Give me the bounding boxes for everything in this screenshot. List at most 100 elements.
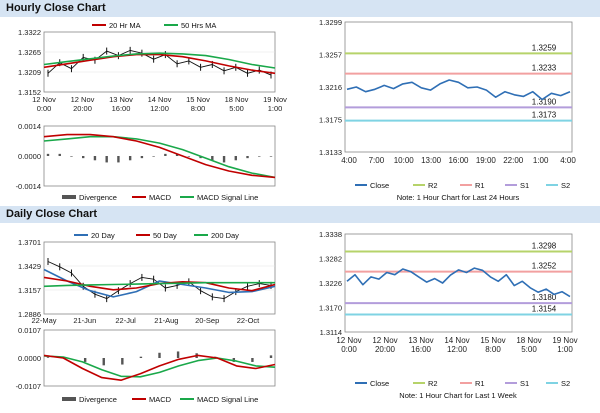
- daily-legend-signal-label: MACD Signal Line: [197, 395, 258, 404]
- hourly-pivot-ytick-label: 1.3299: [319, 18, 342, 27]
- daily-pivot-level-label: 1.3154: [532, 305, 557, 314]
- daily-pivot-xtick-label: 12 Nov: [336, 336, 361, 345]
- hourly-macd-ytick-label: 0.0000: [18, 152, 41, 161]
- hourly-pivot-xtick-label: 7:00: [369, 156, 385, 165]
- daily-legend-macd-label: MACD: [149, 395, 172, 404]
- daily-pivot-ytick-label: 1.3114: [320, 328, 342, 337]
- hourly-macd-divergence-bar: [58, 153, 61, 156]
- daily-pivot-xtick-label: 5:00: [521, 345, 537, 354]
- daily-legend-50day-label: 50 Day: [153, 231, 177, 240]
- hourly-pivot-ytick-label: 1.3133: [319, 148, 342, 157]
- daily-macd-divergence-bar: [139, 356, 143, 358]
- hourly-macd-divergence-bar: [211, 156, 214, 161]
- hourly-price-xtick-label: 12 Nov: [32, 95, 56, 104]
- daily-pivot-xtick-label: 8:00: [485, 345, 501, 354]
- daily-pivot-xtick-label: 12 Nov: [372, 336, 397, 345]
- daily-macd-divergence-bar: [102, 358, 105, 366]
- daily-pivot-xtick-label: 14 Nov: [444, 336, 469, 345]
- hourly-macd-divergence-bar: [222, 156, 226, 163]
- daily-pivot-legend-s1-label: S1: [520, 379, 529, 388]
- hourly-macd-macd-line: [43, 133, 276, 179]
- hourly-pivot-level-label: 1.3259: [532, 43, 557, 52]
- daily-pivot-legend-s2-label: S2: [561, 379, 570, 388]
- hourly-pivot-xtick-label: 13:00: [421, 156, 442, 165]
- hourly-macd-divergence-bar: [46, 153, 50, 156]
- hourly-price-xtick-label: 15 Nov: [186, 95, 210, 104]
- hourly-price-xtick-label: 5:00: [229, 104, 244, 113]
- daily-price-xtick-label: 21-Jun: [73, 316, 96, 325]
- daily-price-series-blue: [43, 268, 276, 298]
- hourly-price-series-green: [43, 52, 276, 69]
- daily-pivot-close-line: [346, 267, 571, 298]
- hourly-price-xtick-label: 13 Nov: [109, 95, 133, 104]
- daily-pivot-xtick-label: 15 Nov: [480, 336, 505, 345]
- hourly-pivot-xtick-label: 1:00: [533, 156, 549, 165]
- daily-pivot-xtick-label: 1:00: [557, 345, 573, 354]
- hourly-price-xtick-label: 12:00: [150, 104, 169, 113]
- hourly-price-price-line: [47, 49, 272, 76]
- daily-pivot-xtick-label: 19 Nov: [552, 336, 577, 345]
- hourly-macd-ytick-label: -0.0014: [16, 182, 41, 191]
- daily-macd-macd-line: [43, 354, 276, 382]
- daily-price-ytick-label: 1.3701: [18, 238, 41, 247]
- hourly-price-series-red: [43, 53, 276, 75]
- daily-macd-ytick-label: 0.0000: [18, 354, 41, 363]
- hourly-pivot-legend-r2-label: R2: [428, 181, 438, 190]
- daily-pivot-ytick-label: 1.3170: [319, 304, 342, 313]
- hourly-macd-ytick-label: 0.0014: [18, 122, 41, 131]
- hourly-pivot-xtick-label: 4:00: [341, 156, 357, 165]
- hourly-pivot-legend-r1-label: R1: [475, 181, 485, 190]
- daily-macd-divergence-bar: [158, 352, 161, 358]
- hourly-pivot-level-label: 1.3173: [532, 111, 557, 120]
- hourly-macd-divergence-bar: [164, 153, 167, 156]
- hourly-macd-divergence-bar: [93, 156, 97, 161]
- daily-macd-divergence-bar: [121, 358, 124, 365]
- hourly-pivot-xtick-label: 4:00: [560, 156, 576, 165]
- daily-macd-signal-line: [43, 355, 276, 378]
- daily-pivot-note: Note: 1 Hour Chart for Last 1 Week: [399, 391, 517, 400]
- daily-price-ytick-label: 1.2886: [18, 310, 41, 319]
- hourly-pivot-ytick-label: 1.3216: [319, 83, 342, 92]
- daily-price-ytick-label: 1.3429: [18, 262, 41, 271]
- daily-price-xtick-label: 22-Jul: [115, 316, 136, 325]
- daily-legend-200day-label: 200 Day: [211, 231, 239, 240]
- hourly-pivot-ytick-label: 1.3175: [319, 116, 342, 125]
- hourly-price-xtick-label: 16:00: [112, 104, 131, 113]
- hourly-legend-divergence-swatch: [62, 195, 76, 199]
- hourly-price-ytick-label: 1.3265: [18, 48, 41, 57]
- daily-section-title: Daily Close Chart: [0, 206, 600, 223]
- hourly-price-xtick-label: 14 Nov: [148, 95, 172, 104]
- hourly-macd-divergence-bar: [128, 156, 132, 161]
- daily-pivot-level-label: 1.3180: [532, 293, 557, 302]
- daily-pivot-plot-area: [344, 233, 573, 333]
- daily-macd-ytick-label: 0.0107: [18, 326, 41, 335]
- hourly-pivot-note: Note: 1 Hour Chart for Last 24 Hours: [397, 193, 520, 202]
- hourly-macd-divergence-bar: [82, 156, 85, 159]
- daily-pivot-xtick-label: 12:00: [447, 345, 468, 354]
- daily-legend-20day-label: 20 Day: [91, 231, 115, 240]
- hourly-macd-divergence-bar: [105, 156, 108, 163]
- hourly-price-ytick-label: 1.3209: [18, 68, 41, 77]
- hourly-legend-signal-label: MACD Signal Line: [197, 193, 258, 202]
- daily-macd-divergence-bar: [269, 355, 273, 358]
- daily-pivot-ytick-label: 1.3226: [319, 279, 342, 288]
- hourly-macd-signal-line: [43, 135, 276, 179]
- daily-legend-divergence-label: Divergence: [79, 395, 117, 404]
- daily-pivot-level-label: 1.3252: [532, 262, 557, 271]
- daily-legend-divergence-swatch: [62, 397, 76, 401]
- hourly-macd-divergence-bar: [70, 156, 73, 157]
- hourly-macd-divergence-bar: [258, 156, 261, 157]
- daily-pivot-level-label: 1.3298: [532, 242, 557, 251]
- hourly-pivot-legend-s1-label: S1: [520, 181, 529, 190]
- hourly-section-title: Hourly Close Chart: [0, 0, 600, 17]
- hourly-price-xtick-label: 0:00: [37, 104, 52, 113]
- daily-macd-divergence-bar: [251, 358, 254, 362]
- hourly-pivot-close-line: [346, 79, 571, 101]
- hourly-price-ytick-label: 1.3152: [18, 88, 41, 97]
- hourly-price-xtick-label: 19 Nov: [263, 95, 287, 104]
- daily-price-plot-area: [43, 241, 276, 315]
- hourly-legend-20hr-label: 20 Hr MA: [109, 21, 141, 30]
- hourly-pivot-xtick-label: 22:00: [503, 156, 524, 165]
- hourly-price-xtick-label: 18 Nov: [225, 95, 249, 104]
